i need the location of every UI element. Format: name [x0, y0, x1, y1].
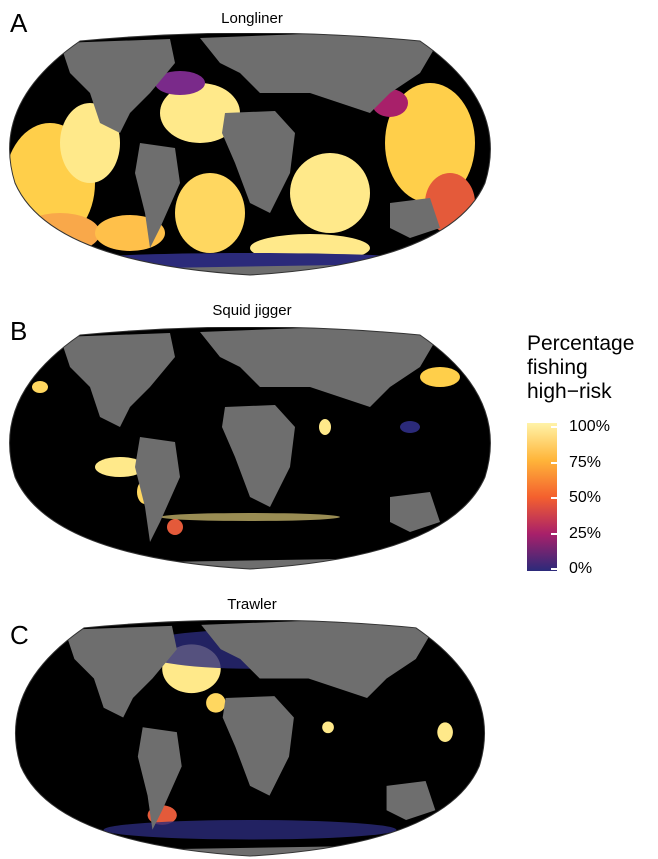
legend-title-line-2: fishing — [527, 356, 588, 379]
panel-b-map — [9, 327, 491, 570]
panel-a-letter: A — [10, 8, 28, 38]
panel-c-map — [14, 620, 486, 857]
legend-label-50: 50% — [569, 489, 602, 506]
panel-a-land — [60, 33, 440, 275]
legend-title: Percentage fishing high−risk — [527, 332, 634, 404]
legend-tick — [551, 533, 557, 535]
legend-tick — [551, 462, 557, 464]
panel-b-title: Squid jigger — [212, 302, 292, 319]
panel-b-land — [60, 327, 440, 569]
panel-b-letter: B — [10, 316, 28, 346]
legend-title-line-3: high−risk — [527, 380, 612, 403]
legend-label-0: 0% — [569, 560, 593, 577]
legend-tick — [551, 426, 557, 428]
panel-a-title: Longliner — [221, 10, 283, 27]
panel-c-letter: C — [10, 620, 29, 650]
legend-tick — [551, 568, 557, 570]
legend-label-25: 25% — [569, 525, 602, 542]
legend-label-75: 75% — [569, 454, 602, 471]
panel-c-land — [64, 620, 436, 857]
panel-c-title: Trawler — [227, 596, 277, 613]
legend-title-line-1: Percentage — [527, 332, 635, 355]
panel-b-fishing-layer — [32, 367, 460, 535]
panel-a-map — [9, 33, 491, 276]
legend-tick — [551, 497, 557, 499]
legend-label-100: 100% — [569, 418, 610, 435]
